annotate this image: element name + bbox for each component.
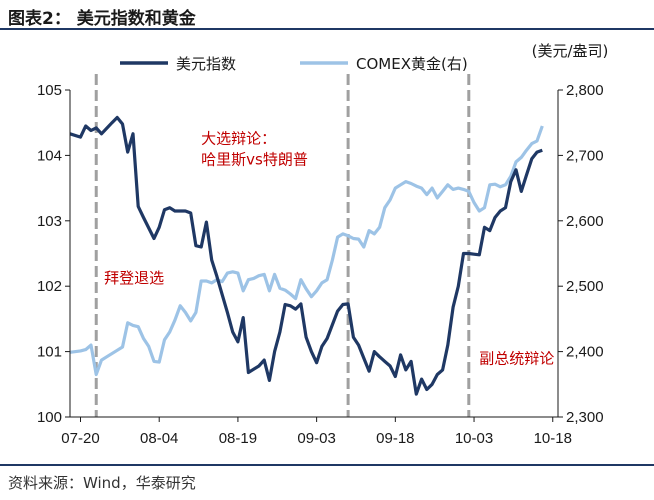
right-axis-unit: (美元/盎司): [532, 42, 609, 60]
x-tick-label: 09-18: [376, 430, 414, 447]
title-rule: [0, 28, 654, 30]
figure-title: 图表2： 美元指数和黄金: [8, 9, 196, 29]
right-tick-label: 2,500: [566, 278, 604, 295]
left-tick-label: 100: [37, 409, 62, 426]
left-tick-label: 102: [37, 278, 62, 295]
source-note: 资料来源：Wind，华泰研究: [8, 474, 196, 492]
left-tick-label: 103: [37, 213, 62, 230]
legend: 美元指数 COMEX黄金(右): [120, 55, 468, 73]
right-tick-label: 2,300: [566, 409, 604, 426]
source-rule: [0, 464, 654, 466]
legend-label-1: COMEX黄金(右): [356, 55, 468, 73]
series-line-dollar-index: [69, 115, 543, 396]
series-lines: [69, 115, 544, 396]
x-tick-label: 10-18: [534, 430, 572, 447]
annotation-2: 拜登退选: [104, 269, 164, 287]
x-tick-label: 07-20: [61, 430, 99, 447]
right-tick-label: 2,700: [566, 147, 604, 164]
x-tick-label: 08-19: [219, 430, 257, 447]
series-line-gold: [69, 125, 544, 377]
left-tick-label: 104: [37, 147, 62, 164]
event-lines: [94, 74, 471, 417]
axes: 100 101 102 103 104 105 2,300 2,400 2,500 2,600 2,…: [37, 42, 608, 447]
right-tick-label: 2,800: [566, 82, 604, 99]
right-tick-label: 2,600: [566, 213, 604, 230]
right-tick-label: 2,400: [566, 344, 604, 361]
x-tick-label: 09-03: [297, 430, 335, 447]
left-tick-label: 101: [37, 344, 62, 361]
legend-label-0: 美元指数: [176, 55, 236, 73]
left-tick-label: 105: [37, 82, 62, 99]
annotation-1: 哈里斯vs特朗普: [201, 151, 308, 169]
annotation-0: 大选辩论：: [201, 130, 276, 148]
annotation-3: 副总统辩论: [479, 349, 554, 367]
x-tick-label: 10-03: [455, 430, 493, 447]
x-tick-label: 08-04: [140, 430, 178, 447]
